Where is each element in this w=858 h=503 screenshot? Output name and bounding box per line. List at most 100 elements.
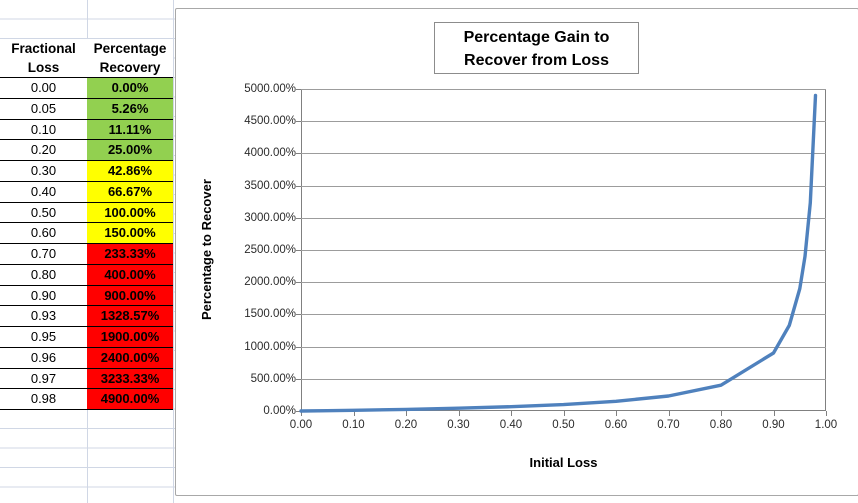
- major-gridline: [301, 121, 826, 123]
- header-line: Fractional: [11, 41, 76, 56]
- table-row: 0.20 25.00%: [0, 140, 173, 161]
- table-row: 0.40 66.67%: [0, 181, 173, 203]
- fractional-loss-cell[interactable]: 0.10: [0, 119, 87, 140]
- fractional-loss-cell[interactable]: 0.30: [0, 161, 87, 181]
- y-axis-tick-label: 0.00%: [263, 405, 296, 417]
- x-axis-tick: [773, 411, 775, 416]
- fractional-loss-header-cell[interactable]: Fractional Loss: [0, 39, 87, 77]
- x-axis-tick-label: 0.00: [289, 419, 313, 431]
- fractional-loss-cell[interactable]: 0.05: [0, 98, 87, 119]
- percentage-recovery-cell[interactable]: 42.86%: [87, 161, 173, 181]
- table-row: 0.80 400.00%: [0, 264, 173, 286]
- fractional-loss-cell[interactable]: 0.96: [0, 347, 87, 368]
- x-axis-tick-label: 0.70: [657, 419, 680, 431]
- x-axis-tick: [826, 411, 827, 416]
- header-line: Percentage: [93, 41, 167, 56]
- percentage-recovery-cell[interactable]: 1900.00%: [87, 327, 173, 347]
- fractional-loss-cell[interactable]: 0.97: [0, 368, 87, 389]
- table-header-row: Fractional Loss Percentage Recovery: [0, 39, 173, 78]
- table-row: 0.97 3233.33%: [0, 368, 173, 390]
- y-axis-tick: [296, 121, 301, 123]
- y-axis-tick: [296, 314, 301, 316]
- percentage-recovery-cell[interactable]: 100.00%: [87, 202, 173, 223]
- percentage-recovery-cell[interactable]: 66.67%: [87, 181, 173, 202]
- table-row: 0.93 1328.57%: [0, 306, 173, 327]
- x-axis-title[interactable]: Initial Loss: [529, 455, 598, 470]
- y-axis-tick-label: 1500.00%: [244, 308, 296, 321]
- x-axis-tick-label: 0.20: [394, 419, 418, 431]
- table-row: 0.00 0.00%: [0, 78, 173, 99]
- percentage-recovery-cell[interactable]: 25.00%: [87, 140, 173, 160]
- table-body: 0.00 0.00% 0.05 5.26% 0.10 11.11% 0.20 25.00% 0.…: [0, 78, 173, 410]
- major-gridline: [301, 89, 826, 90]
- major-gridline: [301, 346, 826, 348]
- fractional-loss-cell[interactable]: 0.50: [0, 202, 87, 223]
- x-axis-tick-label: 0.40: [499, 419, 523, 431]
- fractional-loss-cell[interactable]: 0.60: [0, 223, 87, 243]
- y-axis-tick-label: 5000.00%: [244, 83, 296, 95]
- x-axis-tick: [406, 411, 407, 416]
- x-axis-tick: [721, 411, 722, 416]
- table-row: 0.30 42.86%: [0, 161, 173, 182]
- table-row: 0.90 900.00%: [0, 285, 173, 307]
- percentage-recovery-cell[interactable]: 1328.57%: [87, 306, 173, 326]
- fractional-loss-cell[interactable]: 0.40: [0, 181, 87, 202]
- y-axis-tick-label: 2500.00%: [244, 244, 296, 256]
- x-axis-tick-label: 1.00: [814, 419, 838, 431]
- x-axis-tick: [511, 411, 512, 416]
- major-gridline: [301, 185, 826, 187]
- major-gridline: [301, 282, 826, 284]
- y-axis-tick-label: 4500.00%: [244, 115, 296, 128]
- fractional-loss-cell[interactable]: 0.98: [0, 389, 87, 409]
- table-row: 0.10 11.11%: [0, 119, 173, 141]
- x-axis-tick-label: 0.30: [447, 419, 470, 431]
- percentage-recovery-cell[interactable]: 233.33%: [87, 244, 173, 264]
- fractional-loss-cell[interactable]: 0.20: [0, 140, 87, 160]
- x-axis-tick-label: 0.60: [604, 419, 628, 431]
- x-axis-tick-label: 0.10: [342, 419, 365, 431]
- fractional-loss-cell[interactable]: 0.00: [0, 78, 87, 98]
- y-axis-tick-label: 1000.00%: [244, 340, 296, 353]
- y-axis-tick: [296, 185, 301, 187]
- table-row: 0.95 1900.00%: [0, 327, 173, 348]
- table-row: 0.50 100.00%: [0, 202, 173, 224]
- percentage-recovery-cell[interactable]: 4900.00%: [87, 389, 173, 409]
- major-gridline: [301, 217, 826, 219]
- major-gridline: [301, 378, 826, 380]
- percentage-recovery-cell[interactable]: 900.00%: [87, 285, 173, 306]
- percentage-recovery-cell[interactable]: 3233.33%: [87, 368, 173, 389]
- percentage-recovery-cell[interactable]: 0.00%: [87, 78, 173, 98]
- fractional-loss-cell[interactable]: 0.93: [0, 306, 87, 326]
- percentage-recovery-cell[interactable]: 5.26%: [87, 98, 173, 119]
- chart-title-line: Recover from Loss: [464, 52, 609, 69]
- x-axis-tick: [616, 411, 617, 416]
- fractional-loss-cell[interactable]: 0.95: [0, 327, 87, 347]
- percentage-recovery-cell[interactable]: 150.00%: [87, 223, 173, 243]
- y-axis-tick: [296, 378, 301, 380]
- percentage-recovery-cell[interactable]: 400.00%: [87, 264, 173, 285]
- y-axis-tick: [296, 250, 301, 251]
- y-axis-tick-label: 4000.00%: [244, 147, 296, 160]
- x-axis-tick: [668, 411, 670, 416]
- chart-title[interactable]: Percentage Gain to Recover from Loss: [434, 22, 639, 74]
- chart[interactable]: Percentage Gain to Recover from Loss Per…: [175, 8, 858, 496]
- loss-recovery-table: Fractional Loss Percentage Recovery 0.00…: [0, 39, 173, 410]
- header-line: Loss: [27, 60, 60, 75]
- y-axis-tick: [296, 411, 301, 412]
- major-gridline: [301, 314, 826, 316]
- y-axis-tick: [296, 346, 301, 348]
- fractional-loss-cell[interactable]: 0.90: [0, 285, 87, 306]
- table-row: 0.70 233.33%: [0, 244, 173, 265]
- fractional-loss-cell[interactable]: 0.80: [0, 264, 87, 285]
- percentage-recovery-cell[interactable]: 2400.00%: [87, 347, 173, 368]
- y-axis-title[interactable]: Percentage to Recover: [199, 179, 214, 321]
- y-axis-tick: [296, 89, 301, 90]
- table-row: 0.96 2400.00%: [0, 347, 173, 369]
- x-axis-tick: [301, 411, 302, 416]
- percentage-recovery-cell[interactable]: 11.11%: [87, 119, 173, 140]
- fractional-loss-cell[interactable]: 0.70: [0, 244, 87, 264]
- x-axis-tick: [353, 411, 355, 416]
- y-axis-tick: [296, 217, 301, 219]
- percentage-recovery-header-cell[interactable]: Percentage Recovery: [87, 39, 173, 77]
- table-row: 0.98 4900.00%: [0, 389, 173, 410]
